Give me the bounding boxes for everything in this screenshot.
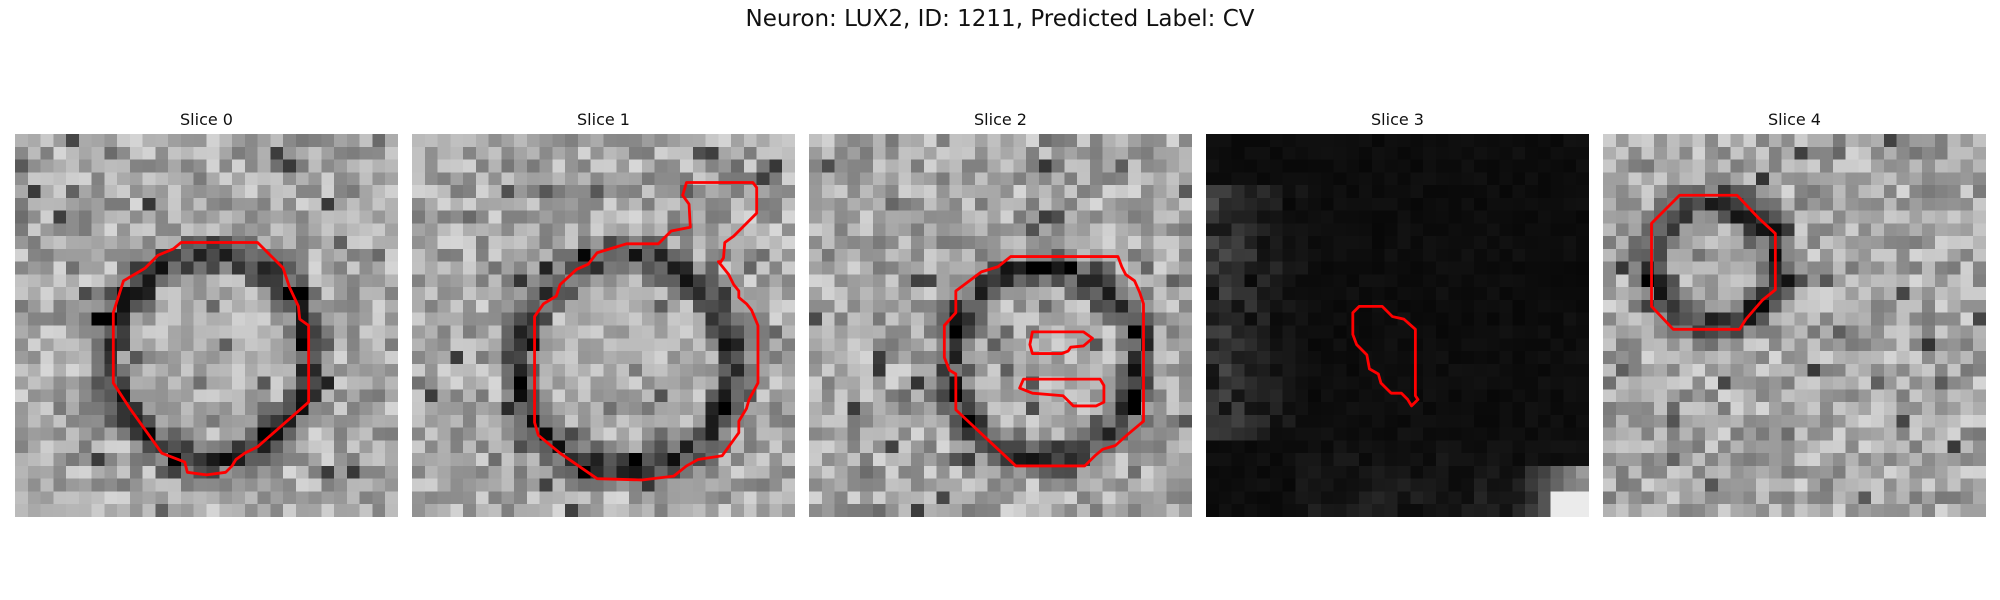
roi-contour bbox=[1351, 304, 1420, 408]
slice-panel-0: Slice 0 bbox=[15, 108, 398, 517]
slice-image-1 bbox=[412, 134, 795, 517]
slice-title-3: Slice 3 bbox=[1371, 110, 1424, 129]
slice-image-2 bbox=[809, 134, 1192, 517]
slice-image-0 bbox=[15, 134, 398, 517]
roi-contour bbox=[942, 255, 1145, 468]
slice-panel-2: Slice 2 bbox=[809, 108, 1192, 517]
roi-contour bbox=[1028, 330, 1094, 355]
roi-contour bbox=[533, 181, 760, 482]
slice-title-0: Slice 0 bbox=[180, 110, 233, 129]
figure-title: Neuron: LUX2, ID: 1211, Predicted Label:… bbox=[745, 6, 1255, 32]
slice-panel-4: Slice 4 bbox=[1603, 108, 1986, 517]
roi-contour bbox=[1018, 377, 1106, 408]
slice-panel-3: Slice 3 bbox=[1206, 108, 1589, 517]
roi-contour bbox=[1650, 193, 1777, 331]
slice-title-4: Slice 4 bbox=[1768, 110, 1821, 129]
slice-panel-1: Slice 1 bbox=[412, 108, 795, 517]
slice-title-2: Slice 2 bbox=[974, 110, 1027, 129]
roi-contour bbox=[111, 241, 311, 477]
slice-title-1: Slice 1 bbox=[577, 110, 630, 129]
slice-image-4 bbox=[1603, 134, 1986, 517]
slice-image-3 bbox=[1206, 134, 1589, 517]
